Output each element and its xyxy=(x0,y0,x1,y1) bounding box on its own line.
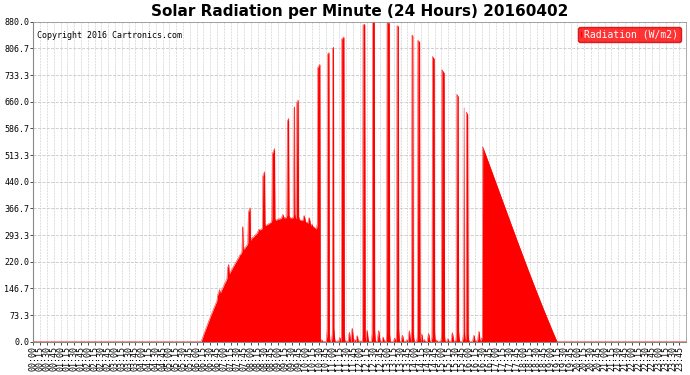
Legend: Radiation (W/m2): Radiation (W/m2) xyxy=(578,27,681,42)
Title: Solar Radiation per Minute (24 Hours) 20160402: Solar Radiation per Minute (24 Hours) 20… xyxy=(151,4,569,19)
Text: Copyright 2016 Cartronics.com: Copyright 2016 Cartronics.com xyxy=(37,32,181,40)
